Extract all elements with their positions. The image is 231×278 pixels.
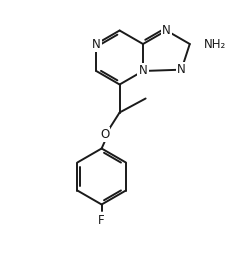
Text: N: N xyxy=(91,38,100,51)
Text: N: N xyxy=(176,63,185,76)
Text: NH₂: NH₂ xyxy=(203,38,225,51)
Text: F: F xyxy=(98,215,104,227)
Text: N: N xyxy=(161,24,170,37)
Text: N: N xyxy=(138,64,147,78)
Text: O: O xyxy=(100,128,109,141)
